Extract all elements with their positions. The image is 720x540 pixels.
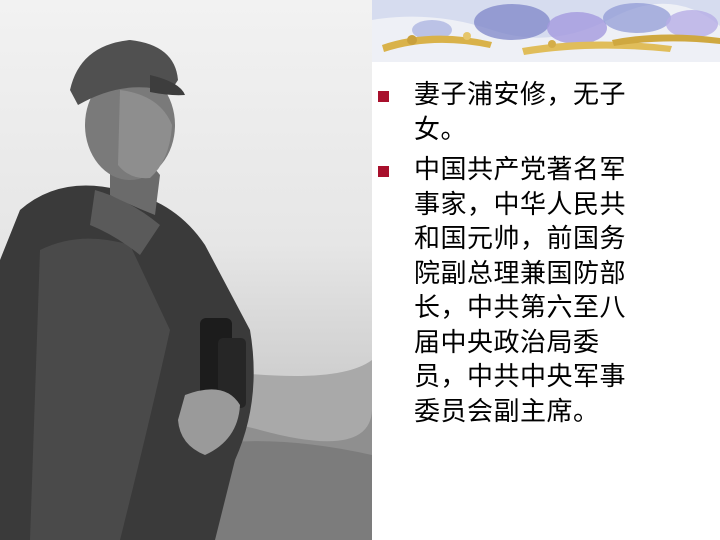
flower-banner-illustration — [372, 0, 720, 62]
bullet-text: 妻子浦安修，无子 女。 — [414, 80, 627, 145]
portrait-illustration — [0, 40, 372, 540]
square-bullet-icon — [378, 166, 389, 177]
bullet-list: 妻子浦安修，无子 女。 中国共产党著名军 事家，中华人民共 和国元帅，前国务 院… — [378, 78, 708, 435]
bullet-item: 中国共产党著名军 事家，中华人民共 和国元帅，前国务 院副总理兼国防部 长，中共… — [378, 153, 708, 429]
bullet-item: 妻子浦安修，无子 女。 — [378, 78, 708, 147]
portrait-photo — [0, 0, 372, 540]
bullet-text: 中国共产党著名军 事家，中华人民共 和国元帅，前国务 院副总理兼国防部 长，中共… — [414, 155, 627, 427]
decorative-banner — [372, 0, 720, 62]
square-bullet-icon — [378, 91, 389, 102]
